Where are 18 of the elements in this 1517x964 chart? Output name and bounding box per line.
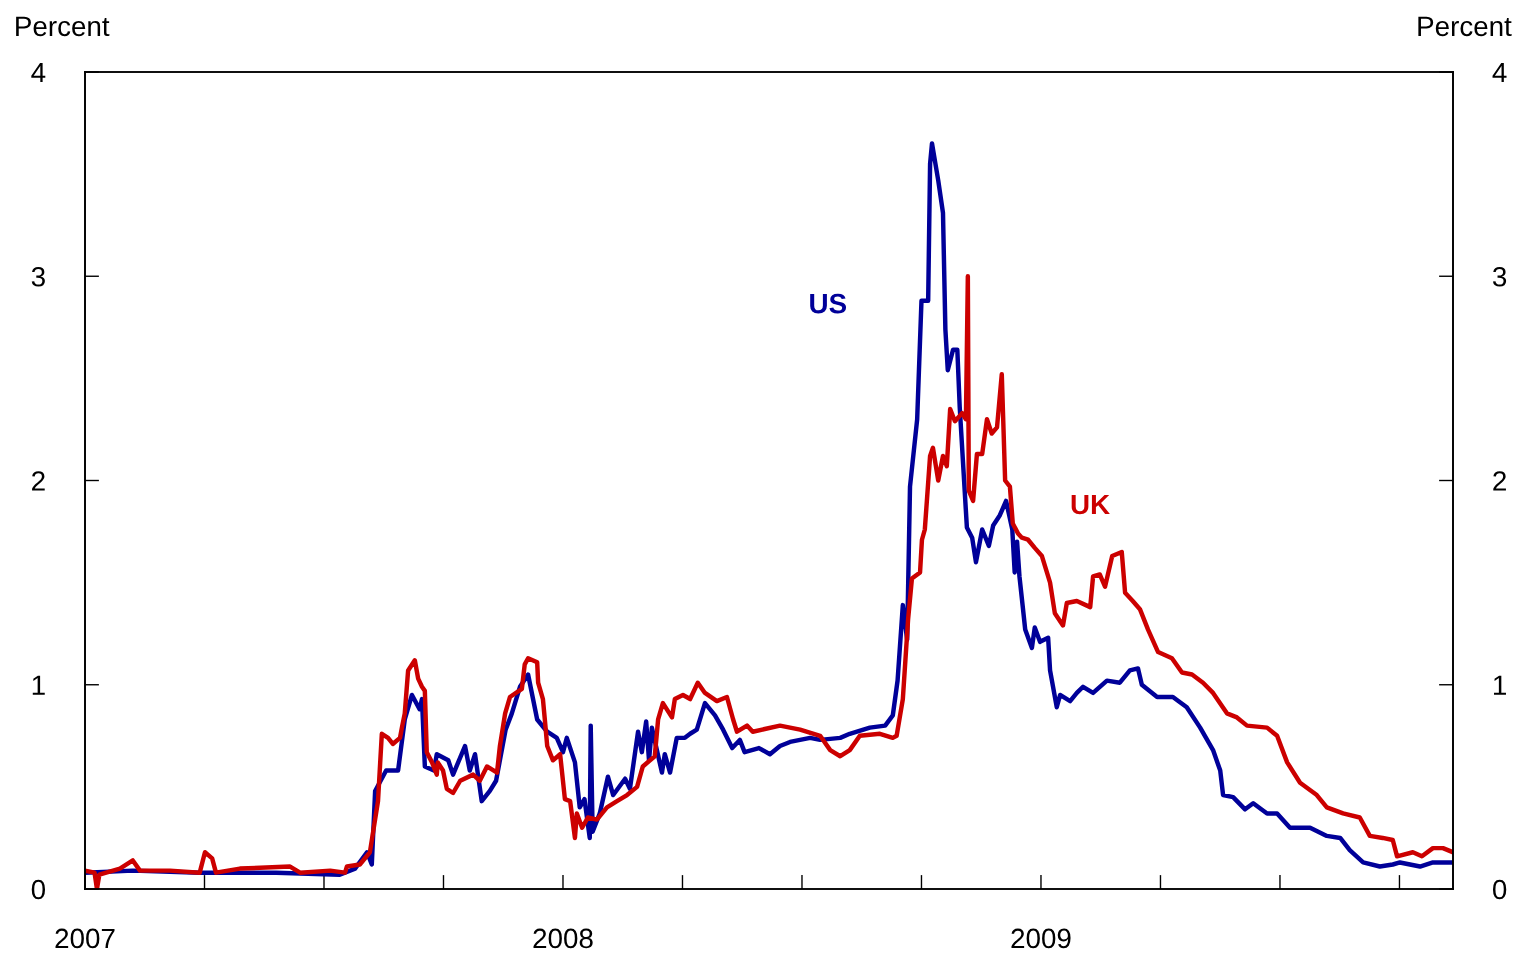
x-tick-label: 2007 bbox=[55, 928, 115, 949]
y-axis-title: Percent bbox=[16, 16, 110, 37]
y-tick-label: 0 bbox=[31, 879, 46, 900]
y2-tick-label: 0 bbox=[1492, 879, 1507, 900]
y2-tick-label: 1 bbox=[1494, 675, 1506, 695]
y2-tick-label: 3 bbox=[1492, 266, 1507, 287]
y-tick-label: 1 bbox=[32, 675, 45, 695]
text: US bbox=[810, 293, 847, 314]
y-tick-label: 3 bbox=[31, 266, 45, 287]
y2-axis-title: Percent bbox=[1418, 16, 1512, 37]
y-tick-label: 2 bbox=[32, 471, 45, 491]
x-tick-label: 2008 bbox=[533, 928, 593, 949]
y2-tick-label: 2 bbox=[1493, 471, 1506, 491]
line-series bbox=[85, 141, 1453, 877]
y2-tick-label: 4 bbox=[1492, 62, 1507, 83]
y-tick-label: 4 bbox=[31, 62, 46, 83]
series-label: UK bbox=[1071, 494, 1110, 515]
x-tick-label: 2009 bbox=[1011, 928, 1071, 949]
